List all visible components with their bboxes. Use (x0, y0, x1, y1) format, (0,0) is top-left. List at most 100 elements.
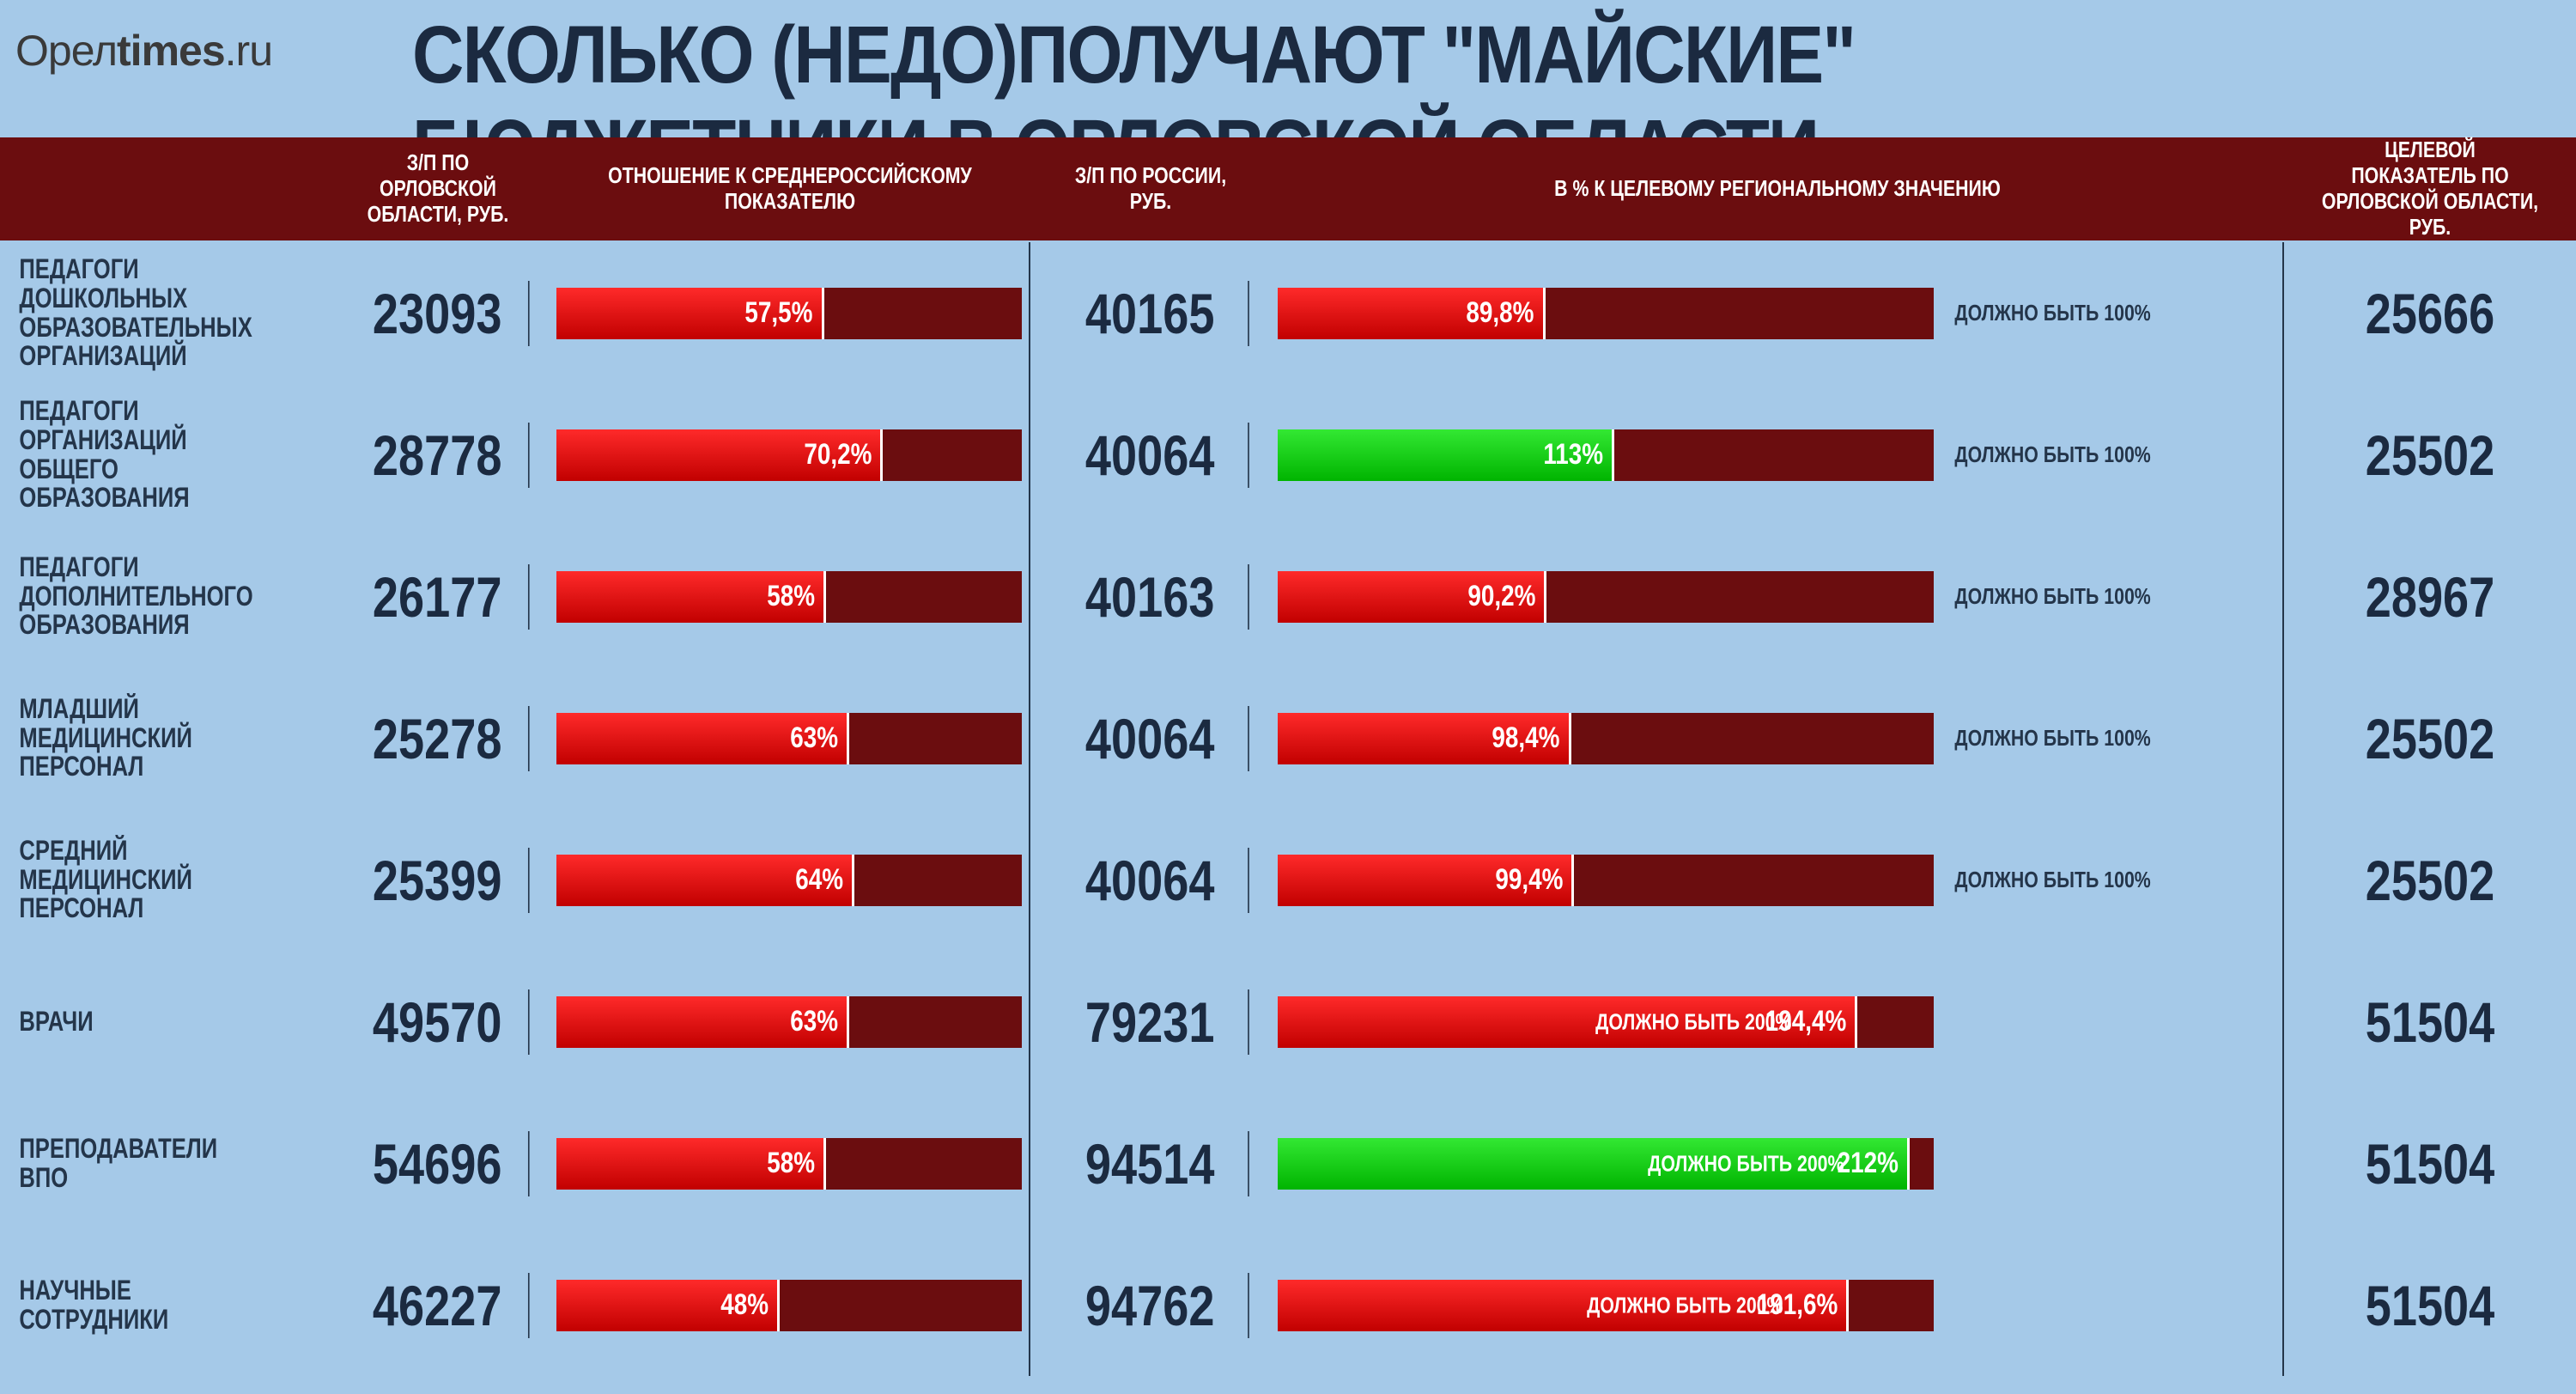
target-value: 51504 (2311, 1131, 2550, 1196)
regional-bar-value: 98,4% (1492, 721, 1560, 755)
regional-bar-fill: 89,8% (1278, 288, 1546, 339)
russia-salary-value: 79231 (1052, 989, 1249, 1055)
ratio-bar-value: 70,2% (804, 438, 872, 472)
target-value: 25502 (2311, 848, 2550, 913)
orel-salary-value: 49570 (346, 989, 529, 1055)
table-row: ВРАЧИ4957063%79231194,4%ДОЛЖНО БЫТЬ 200%… (0, 951, 2576, 1093)
category-label: ПРЕПОДАВАТЕЛИ ВПО (0, 1135, 261, 1192)
regional-bar-value: 90,2% (1467, 580, 1535, 613)
regional-target-cell (1941, 1093, 2284, 1234)
regional-bar-value: 113% (1544, 438, 1604, 472)
russia-salary-value: 40064 (1052, 706, 1249, 771)
ratio-bar-cell: 70,2% (550, 384, 1030, 526)
regional-bar-cell: 98,4% (1271, 667, 1941, 809)
header-col-target-value: ЦЕЛЕВОЙ ПОКАЗАТЕЛЬ ПО ОРЛОВСКОЙ ОБЛАСТИ,… (2311, 137, 2550, 240)
target-value: 25666 (2311, 281, 2550, 346)
ratio-bar-track: 48% (556, 1280, 1022, 1331)
regional-bar-fill: 99,4% (1278, 855, 1574, 906)
table-header: З/П ПО ОРЛОВСКОЙ ОБЛАСТИ, РУБ. ОТНОШЕНИЕ… (0, 137, 2576, 240)
ratio-bar-value: 63% (791, 721, 839, 755)
table-row: НАУЧНЫЕ СОТРУДНИКИ 46227 48% 94762 191,6%ДОЛ… (0, 1234, 2576, 1376)
ratio-bar-fill: 63% (556, 713, 849, 764)
ratio-bar-cell: 63% (550, 951, 1030, 1093)
regional-bar-value: 89,8% (1467, 296, 1534, 330)
table-row: ПЕДАГОГИ ОРГАНИЗАЦИЙ ОБЩЕГО ОБРАЗОВАНИЯ 2… (0, 384, 2576, 526)
table-rows: ПЕДАГОГИ ДОШКОЛЬНЫХ ОБРАЗОВАТЕЛЬНЫХ ОРГА… (0, 242, 2576, 1376)
orel-salary-value: 23093 (346, 281, 529, 346)
regional-target-label-outside: ДОЛЖНО БЫТЬ 100% (1941, 441, 2151, 468)
category-label: ПЕДАГОГИ ОРГАНИЗАЦИЙ ОБЩЕГО ОБРАЗОВАНИЯ (0, 397, 261, 512)
site-logo: Орелtimes.ru (15, 26, 272, 76)
ratio-bar-fill: 64% (556, 855, 854, 906)
ratio-bar-value: 48% (720, 1288, 769, 1322)
table-row: ПЕДАГОГИ ДОПОЛНИТЕЛЬНОГО ОБРАЗОВАНИЯ 2617… (0, 526, 2576, 667)
category-label: ПЕДАГОГИ ДОПОЛНИТЕЛЬНОГО ОБРАЗОВАНИЯ (0, 553, 261, 640)
ratio-bar-cell: 64% (550, 809, 1030, 951)
regional-bar-cell: 89,8% (1271, 242, 1941, 384)
regional-target-label-outside: ДОЛЖНО БЫТЬ 100% (1941, 867, 2151, 893)
table-row: ПРЕПОДАВАТЕЛИ ВПО 54696 58% 94514 212%ДОЛЖНО… (0, 1093, 2576, 1234)
orel-salary-value: 26177 (346, 564, 529, 630)
table-row: СРЕДНИЙ МЕДИЦИНСКИЙ ПЕРСОНАЛ2539964%4006… (0, 809, 2576, 951)
regional-bar-value: 99,4% (1495, 863, 1563, 897)
orel-salary-value: 46227 (346, 1273, 529, 1338)
ratio-bar-fill: 48% (556, 1280, 780, 1331)
regional-target-label-outside: ДОЛЖНО БЫТЬ 100% (1941, 583, 2151, 610)
category-label: СРЕДНИЙ МЕДИЦИНСКИЙ ПЕРСОНАЛ (0, 837, 261, 923)
ratio-bar-fill: 58% (556, 571, 826, 623)
regional-bar-cell: 194,4%ДОЛЖНО БЫТЬ 200% (1271, 951, 1941, 1093)
russia-salary-value: 94514 (1052, 1131, 1249, 1196)
ratio-bar-cell: 58% (550, 1093, 1030, 1234)
ratio-bar-value: 58% (768, 1147, 816, 1180)
ratio-bar-cell: 48% (550, 1234, 1030, 1376)
ratio-bar-fill: 70,2% (556, 429, 883, 481)
category-label: МЛАДШИЙ МЕДИЦИНСКИЙ ПЕРСОНАЛ (0, 695, 261, 782)
ratio-bar-fill: 58% (556, 1138, 826, 1190)
ratio-bar-cell: 57,5% (550, 242, 1030, 384)
ratio-bar-fill: 57,5% (556, 288, 824, 339)
header-col-orel-salary: З/П ПО ОРЛОВСКОЙ ОБЛАСТИ, РУБ. (346, 150, 529, 228)
regional-target-cell: ДОЛЖНО БЫТЬ 100% (1941, 526, 2284, 667)
regional-target-label-outside: ДОЛЖНО БЫТЬ 100% (1941, 300, 2151, 326)
table-row: ПЕДАГОГИ ДОШКОЛЬНЫХ ОБРАЗОВАТЕЛЬНЫХ ОРГА… (0, 242, 2576, 384)
ratio-bar-track: 58% (556, 1138, 1022, 1190)
regional-bar-cell: 212%ДОЛЖНО БЫТЬ 200% (1271, 1093, 1941, 1234)
regional-bar-cell: 191,6%ДОЛЖНО БЫТЬ 200% (1271, 1234, 1941, 1376)
russia-salary-value: 40064 (1052, 423, 1249, 488)
regional-target-cell (1941, 1234, 2284, 1376)
regional-target-label-inside: ДОЛЖНО БЫТЬ 200% (1648, 1150, 1844, 1177)
regional-bar-cell: 113% (1271, 384, 1941, 526)
orel-salary-value: 25278 (346, 706, 529, 771)
regional-bar-cell: 90,2% (1271, 526, 1941, 667)
ratio-bar-track: 63% (556, 996, 1022, 1048)
regional-target-label-inside: ДОЛЖНО БЫТЬ 200% (1588, 1292, 1783, 1318)
table-row: МЛАДШИЙ МЕДИЦИНСКИЙ ПЕРСОНАЛ 25278 63% 4006… (0, 667, 2576, 809)
regional-bar-fill: 98,4% (1278, 713, 1571, 764)
regional-bar-track: 90,2% (1278, 571, 1934, 623)
regional-bar-cell: 99,4% (1271, 809, 1941, 951)
regional-bar-track: 191,6%ДОЛЖНО БЫТЬ 200% (1278, 1280, 1934, 1331)
target-value: 28967 (2311, 564, 2550, 630)
regional-target-cell: ДОЛЖНО БЫТЬ 100% (1941, 809, 2284, 951)
category-label: НАУЧНЫЕ СОТРУДНИКИ (0, 1276, 261, 1334)
regional-bar-fill: 113% (1278, 429, 1614, 481)
target-value: 25502 (2311, 423, 2550, 488)
regional-bar-track: 98,4% (1278, 713, 1934, 764)
ratio-bar-cell: 58% (550, 526, 1030, 667)
ratio-bar-value: 63% (791, 1005, 839, 1038)
regional-bar-track: 194,4%ДОЛЖНО БЫТЬ 200% (1278, 996, 1934, 1048)
target-value: 51504 (2311, 989, 2550, 1055)
ratio-bar-value: 64% (795, 863, 843, 897)
target-value: 25502 (2311, 706, 2550, 771)
target-value: 51504 (2311, 1273, 2550, 1338)
orel-salary-value: 28778 (346, 423, 529, 488)
russia-salary-value: 94762 (1052, 1273, 1249, 1338)
regional-bar-track: 113% (1278, 429, 1934, 481)
ratio-bar-cell: 63% (550, 667, 1030, 809)
ratio-bar-value: 57,5% (745, 296, 813, 330)
ratio-bar-fill: 63% (556, 996, 849, 1048)
regional-target-cell: ДОЛЖНО БЫТЬ 100% (1941, 242, 2284, 384)
orel-salary-value: 54696 (346, 1131, 529, 1196)
category-label: ПЕДАГОГИ ДОШКОЛЬНЫХ ОБРАЗОВАТЕЛЬНЫХ ОРГА… (0, 255, 261, 370)
regional-bar-track: 212%ДОЛЖНО БЫТЬ 200% (1278, 1138, 1934, 1190)
